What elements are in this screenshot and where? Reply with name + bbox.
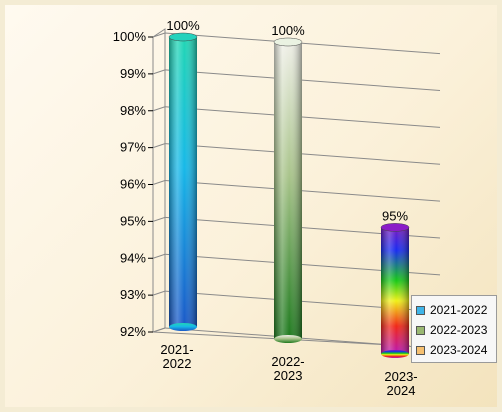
legend-label: 2021-2022 (430, 303, 488, 317)
y-tick-label: 99% (120, 66, 146, 81)
gridline-side (152, 143, 166, 149)
bar-shading (274, 42, 302, 339)
gridline-side (152, 69, 166, 75)
gridline (164, 180, 441, 202)
x-tick-label: 2022- (271, 354, 304, 369)
bar-base (169, 323, 197, 331)
legend-item: 2023-2024 (416, 340, 496, 360)
bar-top (380, 223, 410, 232)
bar-2022-2023 (273, 37, 303, 343)
chart-plot: 92%93%94%95%96%97%98%99%100%100%2021-202… (113, 18, 441, 398)
legend-item: 2022-2023 (416, 320, 496, 340)
gridline-side (152, 180, 166, 185)
legend: 2021-2022 2022-2023 2023-2024 (411, 295, 497, 363)
bar-top (273, 37, 303, 47)
y-tick-label: 96% (120, 177, 146, 192)
gridline (164, 106, 441, 128)
legend-label: 2022-2023 (430, 323, 488, 337)
bar-base (381, 350, 409, 358)
x-tick-label: 2023- (384, 369, 417, 384)
y-tick-label: 100% (113, 29, 147, 44)
labels: 92%93%94%95%96%97%98%99%100%100%2021-202… (113, 18, 418, 398)
legend-item: 2021-2022 (416, 300, 496, 320)
y-tick-label: 94% (120, 250, 146, 265)
legend-swatch (416, 325, 425, 335)
bar-shading (169, 37, 197, 327)
bar-top (168, 32, 198, 42)
bar-shading (381, 227, 409, 354)
gridline-side (152, 216, 166, 222)
x-tick-label: 2022 (163, 356, 192, 371)
bar-2023-2024 (380, 223, 410, 358)
gridline (164, 143, 441, 165)
side-wall (152, 28, 166, 333)
y-tick-label: 93% (120, 287, 146, 302)
x-tick-label: 2024 (387, 383, 416, 398)
legend-label: 2023-2024 (430, 343, 488, 357)
gridline-side (152, 290, 166, 296)
legend-swatch (416, 345, 425, 355)
x-tick-label: 2023 (274, 368, 303, 383)
data-label: 95% (382, 208, 408, 223)
bar-base (274, 335, 302, 343)
y-tick-label: 92% (120, 324, 146, 339)
gridline-side (152, 327, 166, 333)
gridline-side (152, 253, 166, 259)
data-label: 100% (166, 18, 200, 33)
data-label: 100% (271, 23, 305, 38)
legend-swatch (416, 305, 425, 315)
bar-2021-2022 (168, 32, 198, 331)
y-tick-label: 98% (120, 103, 146, 118)
bars (168, 32, 410, 358)
gridline (164, 69, 441, 91)
gridline-side (152, 106, 166, 112)
gridline (164, 32, 441, 55)
x-tick-label: 2021- (160, 342, 193, 357)
y-tick-label: 95% (120, 213, 146, 228)
y-tick-label: 97% (120, 140, 146, 155)
gridline-side (152, 32, 166, 38)
